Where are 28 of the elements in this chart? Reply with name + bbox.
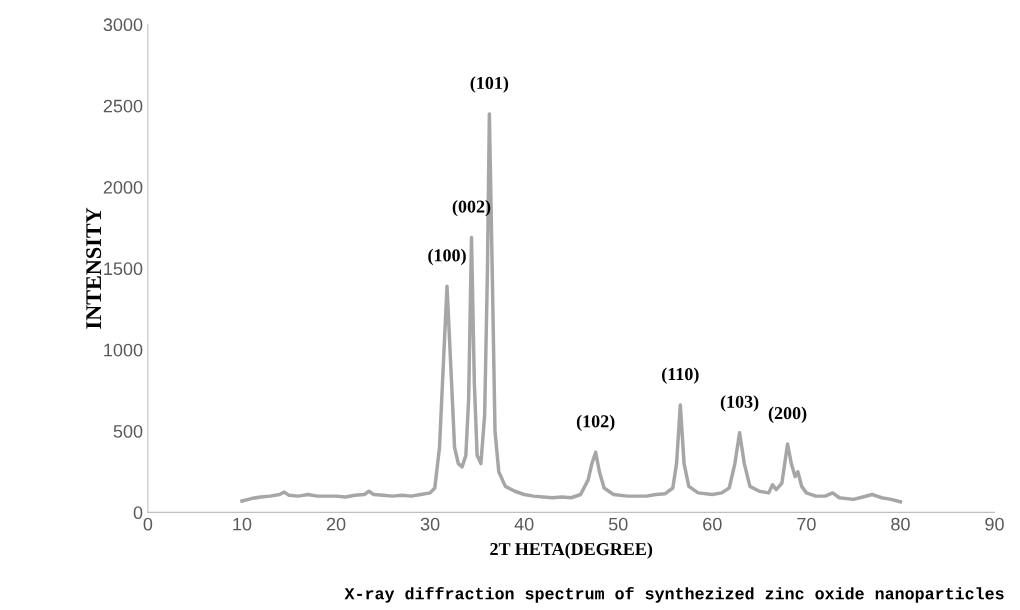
y-tick-label: 2500 [103, 99, 143, 113]
x-tick-label: 0 [143, 517, 153, 531]
x-tick-label: 80 [891, 517, 910, 531]
annotation: (200) [768, 406, 807, 423]
y-tick-label: 3000 [103, 18, 143, 32]
x-tick-label: 70 [797, 517, 816, 531]
annotation: (002) [452, 199, 491, 217]
x-tick-label: 50 [608, 517, 628, 531]
x-tick-label: 20 [326, 517, 346, 531]
annotation: (102) [576, 414, 615, 432]
line-series [240, 112, 903, 504]
y-axis-title: INTENSITY [86, 207, 102, 329]
x-tick-label: 30 [420, 517, 440, 531]
x-tick-label: 60 [703, 517, 722, 531]
text: X-ray diffraction spectrum of synthezized zinc oxide nanoparticles [344, 586, 1004, 603]
y-tick-label: 1000 [104, 343, 143, 357]
x-tick-label: 90 [985, 517, 1004, 531]
annotation: (101) [470, 76, 509, 93]
x-tick-label: 40 [514, 517, 534, 531]
y-tick-label: 2000 [103, 181, 143, 194]
annotation: (100) [428, 248, 466, 266]
x-tick-label: 10 [233, 517, 252, 531]
y-tick-label: 1500 [104, 262, 143, 276]
y-tick-label: 500 [113, 425, 143, 438]
annotation: (110) [662, 367, 699, 384]
x-axis-title: 2T HETA(DEGREE) [490, 542, 653, 559]
y-tick-label: 0 [133, 506, 143, 520]
annotation: (103) [720, 395, 759, 412]
